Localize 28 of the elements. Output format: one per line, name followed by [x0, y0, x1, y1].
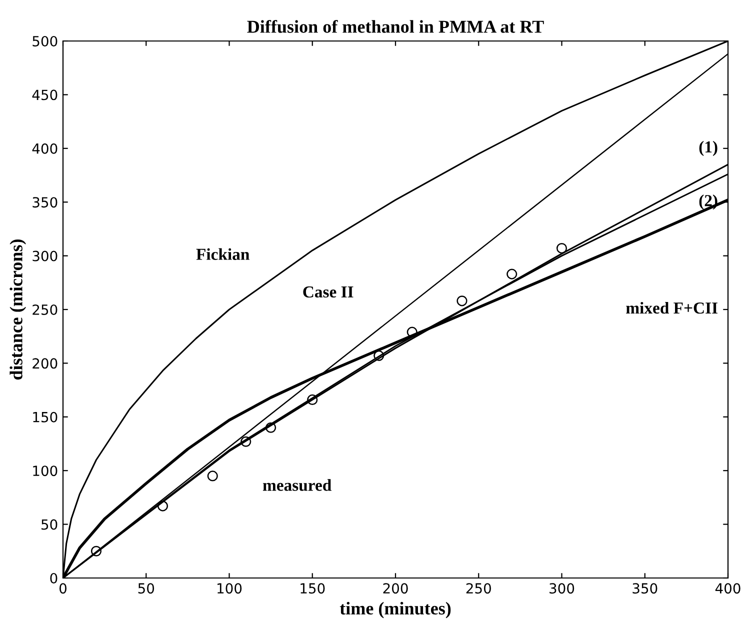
x-tick-label: 350 — [632, 583, 658, 594]
annotation: mixed F+CII — [626, 302, 718, 314]
x-tick-label: 250 — [466, 583, 491, 594]
annotation: measured — [262, 479, 332, 491]
x-tick-label: 0 — [59, 583, 66, 594]
y-tick-label: 500 — [32, 36, 58, 46]
x-tick-label: 400 — [715, 583, 740, 594]
y-tick-label: 450 — [32, 90, 58, 100]
x-tick-label: 50 — [138, 583, 154, 594]
y-tick-label: 400 — [32, 143, 58, 154]
x-tick-label: 150 — [300, 583, 325, 594]
annotation: Case II — [303, 286, 354, 298]
annotation: Fickian — [196, 248, 250, 260]
x-axis-title: time (minutes) — [340, 602, 451, 618]
y-tick-label: 300 — [32, 250, 58, 262]
y-tick-label: 50 — [42, 519, 58, 530]
y-tick-label: 200 — [32, 358, 58, 369]
y-tick-label: 150 — [33, 412, 58, 422]
y-tick-label: 0 — [50, 572, 58, 584]
x-tick-label: 100 — [218, 583, 242, 594]
annotation: (1) — [699, 140, 718, 156]
y-tick-label: 100 — [33, 466, 58, 476]
x-tick-label: 200 — [383, 583, 408, 594]
y-axis-title: distance (microns) — [10, 239, 26, 380]
chart-title: Diffusion of methanol in PMMA at RT — [247, 20, 544, 33]
y-tick-label: 350 — [32, 197, 58, 208]
x-tick-label: 300 — [550, 583, 574, 594]
y-tick-label: 250 — [32, 304, 58, 315]
